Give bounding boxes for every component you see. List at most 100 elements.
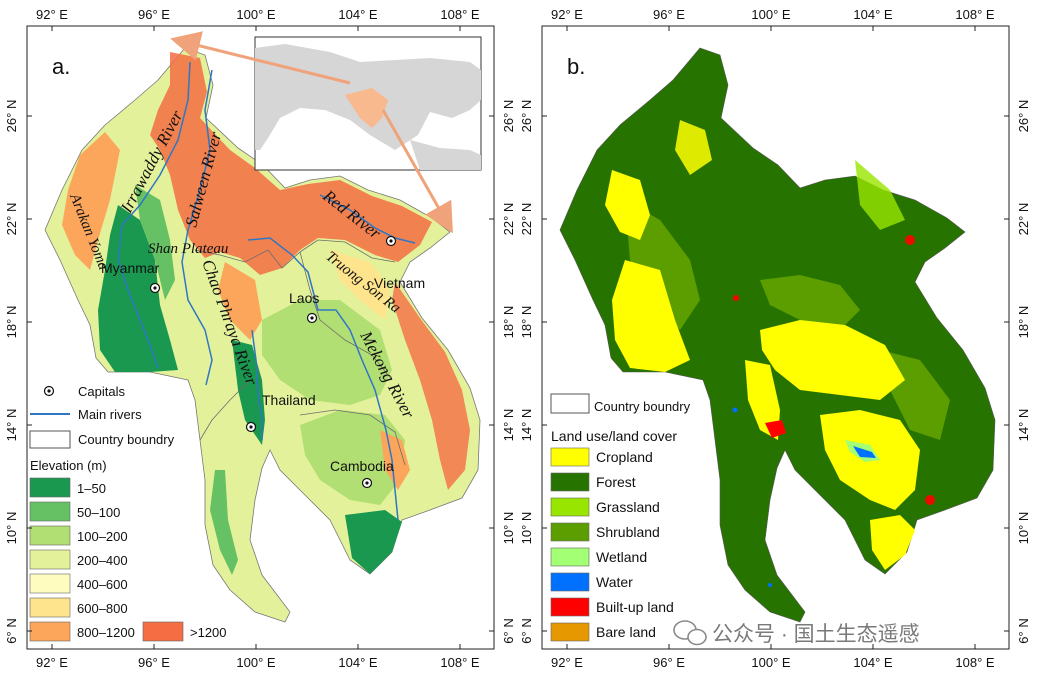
panel-b-axis-ticks: 92° E 92° E 96° E 96° E 100° E 100° E 104° E 10…: [519, 7, 1031, 670]
panel-a-legend: Capitals Main rivers Country boundry Ele…: [29, 384, 227, 642]
landcover-class-list: Cropland Forest Grassland Shrubland Wetland W…: [550, 447, 674, 642]
panel-b-legend: Country boundry Land use/land cover Crop…: [550, 393, 691, 642]
x-tick-label-bottom: 96° E: [653, 655, 685, 670]
x-tick-label-bottom: 108° E: [955, 655, 995, 670]
y-tick-label-right: 6° N: [1016, 618, 1031, 643]
x-tick-label-bottom: 92° E: [551, 655, 583, 670]
landcover-swatch: [550, 572, 590, 592]
x-tick-label-bottom: 104° E: [338, 655, 378, 670]
elevation-class-label: 800–1200: [77, 625, 135, 640]
panel-a-elevation-map: a. Irrawaddy River Salween River Chao Ph…: [4, 7, 516, 670]
thailand-label: Thailand: [262, 392, 316, 408]
elevation-class-label: 600–800: [77, 601, 128, 616]
capital-naypyidaw-marker: [149, 282, 161, 294]
legend-b-title: Land use/land cover: [551, 428, 677, 444]
x-tick-label-top: 108° E: [440, 7, 480, 22]
landcover-swatch: [550, 597, 590, 617]
capital-vientiane-marker: [306, 312, 318, 324]
y-tick-label-right: 22° N: [1016, 203, 1031, 236]
myanmar-label: Myanmar: [101, 260, 160, 276]
legend-capitals-symbol: [43, 385, 55, 397]
x-tick-label-top: 104° E: [338, 7, 378, 22]
elevation-swatch: [29, 573, 71, 594]
cambodia-label: Cambodia: [330, 458, 394, 474]
y-tick-label-left: 26° N: [4, 100, 19, 133]
elevation-class-label: >1200: [190, 625, 227, 640]
y-tick-label-left: 22° N: [519, 203, 534, 236]
shan-plateau-label: Shan Plateau: [148, 241, 228, 257]
panel-b-landcover: [559, 47, 996, 623]
watermark-text: 公众号 · 国土生态遥感: [712, 623, 920, 646]
elevation-swatch: [29, 549, 71, 570]
x-tick-label-top: 100° E: [236, 7, 276, 22]
capital-phnompenh-marker: [361, 477, 373, 489]
y-tick-label-right: 26° N: [1016, 100, 1031, 133]
panel-a-axis-ticks: 92° E 92° E 96° E 96° E 100° E 100° E 104° E 10…: [4, 7, 516, 670]
landcover-swatch: [550, 547, 590, 567]
panel-a-terrain: [44, 47, 481, 623]
x-tick-label-top: 96° E: [138, 7, 170, 22]
x-tick-label-bottom: 100° E: [236, 655, 276, 670]
legend-capitals-label: Capitals: [78, 384, 125, 399]
landcover-swatch: [550, 447, 590, 467]
y-tick-label-left: 26° N: [519, 100, 534, 133]
y-tick-label-right: 10° N: [501, 512, 516, 545]
y-tick-label-left: 18° N: [519, 306, 534, 339]
y-tick-label-right: 18° N: [1016, 306, 1031, 339]
landcover-class-label: Shrubland: [596, 524, 660, 540]
elevation-class-list: 1–50 50–100 100–200 200–400 400–600 600–800 80…: [29, 477, 227, 642]
y-tick-label-left: 14° N: [519, 409, 534, 442]
x-tick-label-top: 104° E: [853, 7, 893, 22]
landcover-swatch: [550, 622, 590, 642]
x-tick-label-top: 92° E: [551, 7, 583, 22]
y-tick-label-left: 6° N: [519, 618, 534, 643]
elevation-swatch: [142, 621, 184, 642]
panel-b-label: b.: [567, 54, 585, 79]
elevation-class-label: 400–600: [77, 577, 128, 592]
landcover-class-label: Grassland: [596, 499, 660, 515]
x-tick-label-top: 100° E: [751, 7, 791, 22]
landcover-class-label: Bare land: [596, 624, 656, 640]
y-tick-label-left: 6° N: [4, 618, 19, 643]
legend-country-label: Country boundry: [78, 432, 175, 447]
y-tick-label-right: 6° N: [501, 618, 516, 643]
landcover-class-label: Forest: [596, 474, 636, 490]
capital-markers: [149, 235, 397, 489]
landcover-class-label: Wetland: [596, 549, 647, 565]
landcover-class-label: Cropland: [596, 449, 653, 465]
legend-main-rivers-label: Main rivers: [78, 407, 142, 422]
x-tick-label-bottom: 100° E: [751, 655, 791, 670]
x-tick-label-bottom: 108° E: [440, 655, 480, 670]
y-tick-label-right: 10° N: [1016, 512, 1031, 545]
elevation-class-label: 50–100: [77, 505, 120, 520]
legend-b-country-label: Country boundry: [594, 399, 691, 414]
x-tick-label-bottom: 104° E: [853, 655, 893, 670]
y-tick-label-left: 22° N: [4, 203, 19, 236]
elevation-swatch: [29, 621, 71, 642]
elevation-swatch: [29, 525, 71, 546]
vietnam-label: Vietnam: [374, 275, 425, 291]
elevation-class-label: 1–50: [77, 481, 106, 496]
y-tick-label-right: 14° N: [1016, 409, 1031, 442]
landcover-swatch: [550, 472, 590, 492]
watermark: 公众号 · 国土生态遥感: [673, 620, 920, 646]
landcover-class-label: Built-up land: [596, 599, 674, 615]
x-tick-label-bottom: 92° E: [36, 655, 68, 670]
legend-elevation-title: Elevation (m): [30, 458, 107, 473]
y-tick-label-right: 26° N: [501, 100, 516, 133]
x-tick-label-bottom: 96° E: [138, 655, 170, 670]
elevation-swatch: [29, 477, 71, 498]
elevation-swatch: [29, 501, 71, 522]
landcover-swatch: [550, 497, 590, 517]
elevation-class-label: 200–400: [77, 553, 128, 568]
x-tick-label-top: 96° E: [653, 7, 685, 22]
y-tick-label-right: 14° N: [501, 409, 516, 442]
landcover-class-label: Water: [596, 574, 633, 590]
elevation-class-label: 100–200: [77, 529, 128, 544]
legend-country-swatch: [29, 430, 71, 449]
capital-bangkok-marker: [245, 421, 257, 433]
wechat-icon: [673, 620, 707, 646]
panel-b-landcover-map: b. Country boundry Land use/land cover C…: [519, 7, 1031, 670]
inset-locator-map: [170, 31, 482, 234]
